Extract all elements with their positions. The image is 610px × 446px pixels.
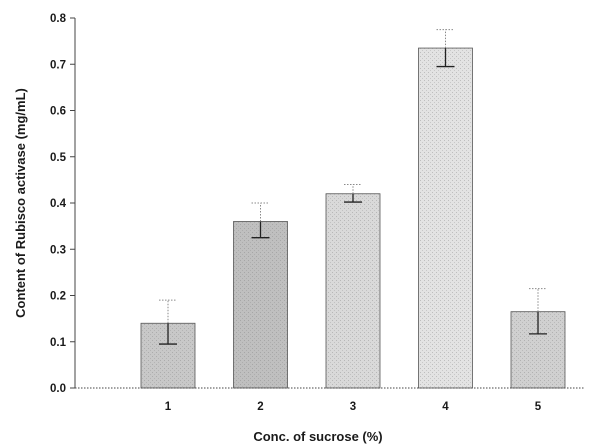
x-tick-label: 1 — [165, 401, 172, 413]
y-axis-title: Content of Rubisco activase (mg/mL) — [13, 88, 28, 318]
y-tick-label: 0.7 — [50, 59, 66, 71]
bars — [140, 47, 566, 389]
y-tick-label: 0.2 — [50, 291, 66, 303]
y-tick-label: 0.5 — [50, 152, 67, 164]
x-axis-title: Conc. of sucrose (%) — [253, 429, 382, 444]
bar-texture — [418, 48, 473, 388]
x-tick-label: 3 — [350, 401, 356, 413]
y-tick-label: 0.0 — [50, 383, 66, 395]
x-tick-label: 2 — [257, 401, 263, 413]
y-tick-label: 0.1 — [50, 337, 67, 349]
bar-texture — [233, 221, 288, 388]
y-ticks: 0.0 0.1 0.2 0.3 0.4 0.5 0.6 0.7 0.8 — [50, 13, 75, 395]
x-ticks: 1 2 3 4 5 — [165, 401, 542, 413]
x-tick-label: 5 — [535, 401, 542, 413]
y-tick-label: 0.4 — [50, 198, 67, 210]
y-tick-label: 0.3 — [50, 244, 66, 256]
bar-texture — [326, 193, 380, 388]
y-tick-label: 0.6 — [50, 106, 66, 118]
x-tick-label: 4 — [442, 401, 449, 413]
error-bars — [159, 29, 547, 345]
y-tick-label: 0.8 — [50, 13, 67, 25]
